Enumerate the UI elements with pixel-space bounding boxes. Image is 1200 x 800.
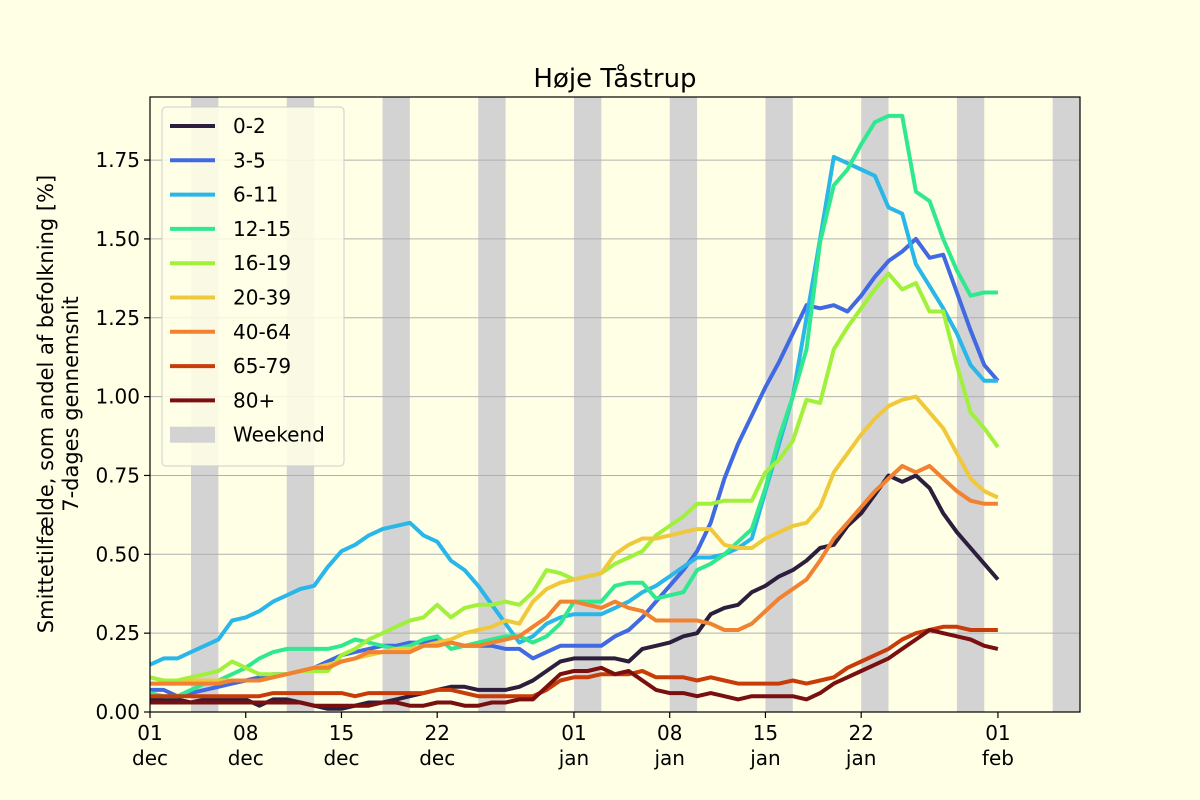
legend-label-3-5: 3-5 — [233, 148, 266, 172]
x-tick-label-day: 01 — [137, 721, 162, 745]
y-tick-label: 0.75 — [95, 463, 140, 487]
weekend-band — [573, 97, 602, 712]
x-tick-label-month: dec — [419, 746, 455, 770]
y-axis-label-line1: Smittetilfælde, som andel af befolkning … — [34, 175, 58, 633]
plot-frame — [149, 96, 1081, 713]
series-line-6-11 — [149, 154, 998, 667]
legend-label-40-64: 40-64 — [233, 320, 291, 344]
x-tick-label-day: 22 — [848, 721, 873, 745]
y-tick-label: 1.75 — [95, 148, 140, 172]
x-tick-label-month: jan — [558, 746, 590, 770]
x-tick-label-day: 22 — [424, 721, 449, 745]
x-tick-label-month: dec — [132, 746, 168, 770]
x-tick-label-day: 08 — [657, 721, 682, 745]
x-tick-label-day: 08 — [233, 721, 258, 745]
legend-box — [161, 106, 345, 467]
x-tick-label-day: 01 — [561, 721, 586, 745]
series-line-40-64 — [150, 464, 998, 686]
legend-label-65-79: 65-79 — [233, 354, 291, 378]
weekend-band — [382, 97, 410, 712]
x-tick-label-month: jan — [653, 746, 685, 770]
x-tick-label-month: dec — [228, 746, 264, 770]
series-line-65-79 — [150, 624, 998, 699]
series-line-80+ — [150, 628, 999, 708]
y-tick-label: 1.00 — [95, 385, 140, 409]
y-tick-label: 1.50 — [95, 227, 140, 251]
x-tick-label-month: dec — [323, 746, 359, 770]
y-axis-label-line2: 7-dages gennemsnit — [59, 296, 83, 512]
x-tick-label-month: jan — [749, 746, 781, 770]
legend-label-weekend: Weekend — [233, 423, 325, 447]
y-tick-label: 0.50 — [95, 542, 140, 566]
legend-swatch-weekend — [170, 426, 215, 443]
y-tick-label: 0.25 — [95, 621, 140, 645]
chart-title: Høje Tåstrup — [533, 63, 696, 94]
weekend-band — [669, 97, 698, 712]
legend-label-16-19: 16-19 — [233, 251, 291, 275]
y-tick-label: 0.00 — [95, 700, 140, 724]
y-tick-label: 1.25 — [95, 306, 140, 330]
legend-label-6-11: 6-11 — [233, 183, 278, 207]
x-tick-label-month: feb — [982, 746, 1014, 770]
weekend-band — [956, 97, 985, 712]
x-tick-label-day: 01 — [985, 721, 1010, 745]
x-tick-label-day: 15 — [329, 721, 354, 745]
series-line-0-2 — [150, 473, 1000, 711]
legend-label-12-15: 12-15 — [233, 217, 291, 241]
weekend-band — [861, 97, 889, 712]
x-tick-label-month: jan — [845, 746, 877, 770]
legend-label-20-39: 20-39 — [233, 286, 291, 310]
legend-label-80+: 80+ — [233, 388, 275, 412]
weekend-band — [1052, 97, 1080, 712]
x-tick-label-day: 15 — [753, 721, 778, 745]
legend-label-0-2: 0-2 — [233, 114, 266, 138]
weekend-band — [478, 97, 506, 712]
